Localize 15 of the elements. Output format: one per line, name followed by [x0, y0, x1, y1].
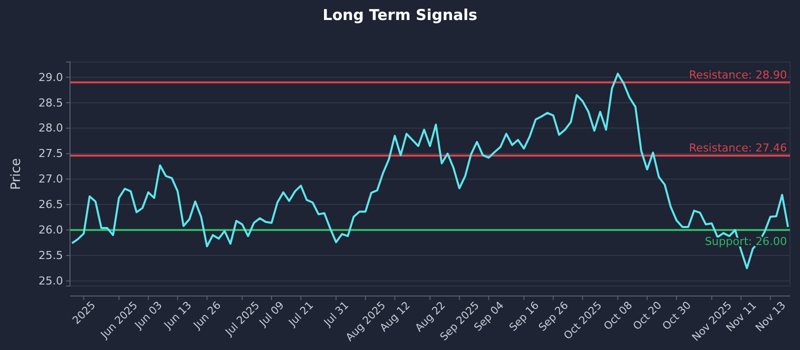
y-tick-label: 27.5	[38, 147, 63, 160]
y-tick-label: 29.0	[38, 70, 63, 84]
x-tick-label: Jul 21	[286, 299, 316, 330]
y-tick-label: 26.5	[38, 198, 63, 212]
y-tick-label: 25.0	[38, 274, 63, 288]
ref-line-label: Resistance: 28.90	[689, 68, 787, 82]
y-axis-title: Price	[9, 158, 24, 190]
ref-line-label: Resistance: 27.46	[689, 142, 787, 155]
y-tick-label: 25.5	[38, 248, 63, 262]
y-tick-label: 27.0	[38, 172, 63, 186]
chart-title: Long Term Signals	[322, 6, 478, 24]
x-tick-label: Jul 31	[321, 299, 352, 330]
y-tick-label: 28.5	[38, 96, 63, 110]
y-tick-label: 28.0	[38, 122, 63, 135]
y-tick-label: 26.0	[38, 224, 63, 237]
